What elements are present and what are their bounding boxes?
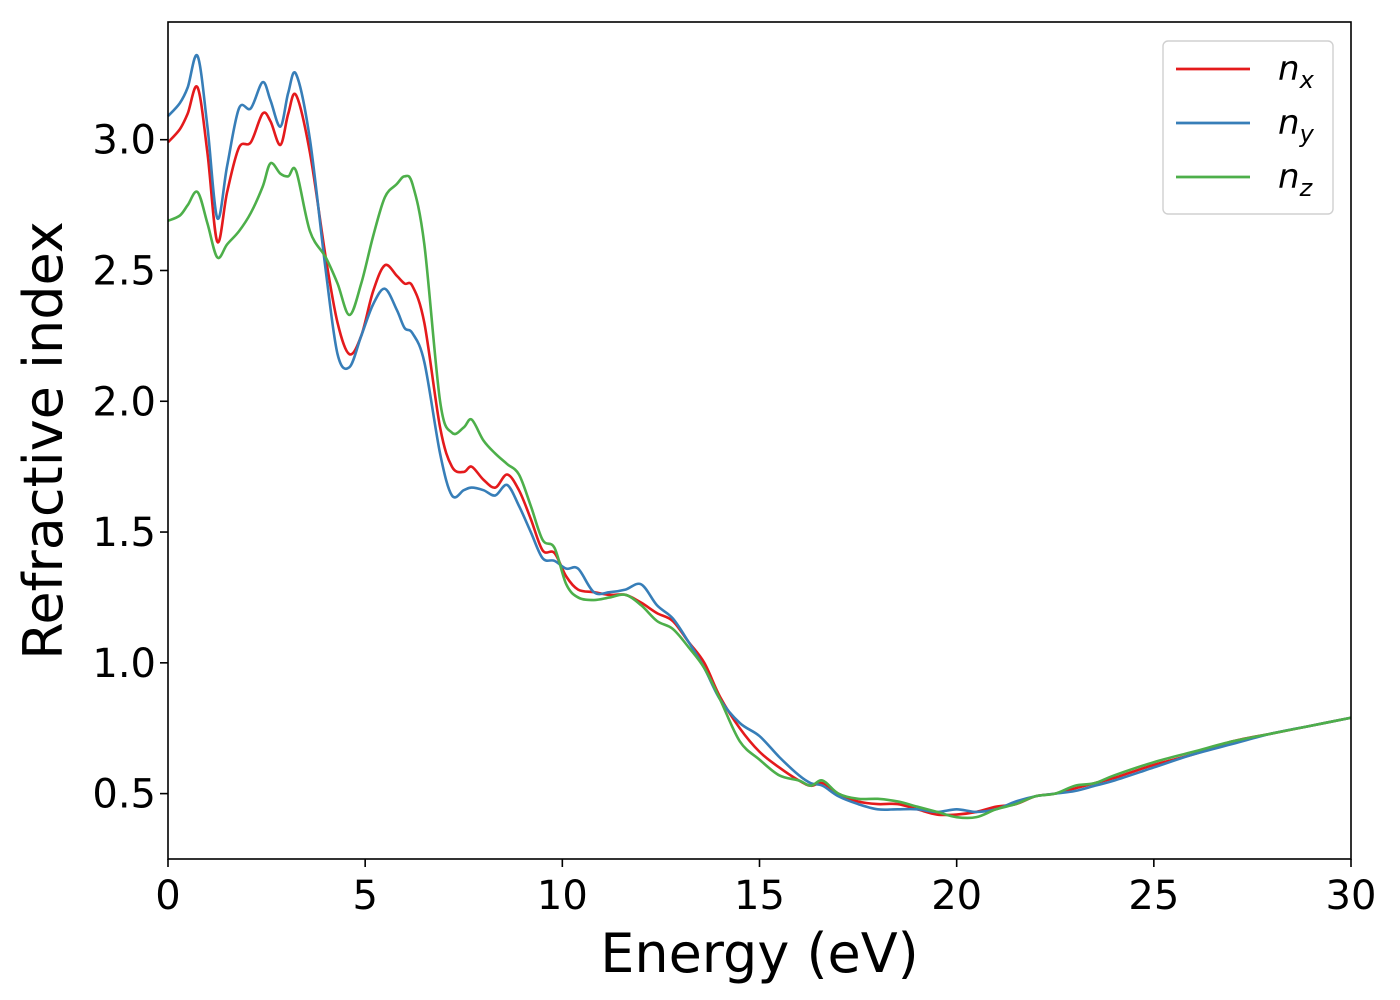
- legend-label-z: nz: [1278, 157, 1314, 202]
- x-tick-label: 10: [537, 873, 588, 919]
- legend-box: [1162, 40, 1334, 215]
- y-axis-title: Refractive index: [12, 221, 75, 660]
- x-tick-label: 5: [352, 873, 377, 919]
- x-tick-label: 0: [155, 873, 180, 919]
- legend-label-y: ny: [1278, 103, 1315, 148]
- y-axis: 0.5 1.0 1.5 2.0 2.5 3.0: [92, 118, 168, 818]
- x-tick-label: 25: [1128, 873, 1179, 919]
- legend-label-x: nx: [1278, 49, 1315, 94]
- y-tick-label: 0.5: [92, 772, 156, 818]
- y-tick-label: 3.0: [92, 118, 156, 164]
- x-tick-label: 15: [734, 873, 785, 919]
- x-axis: 0 5 10 15 20 25 30: [155, 859, 1376, 919]
- series-line-z: [167, 161, 1352, 820]
- y-tick-label: 1.5: [92, 510, 156, 556]
- plot-area: [168, 22, 1351, 859]
- x-tick-label: 20: [931, 873, 982, 919]
- y-tick-label: 2.0: [92, 379, 156, 425]
- series-line-x: [167, 85, 1352, 817]
- y-tick-label: 1.0: [92, 641, 156, 687]
- legend: nx ny nz: [1162, 40, 1334, 215]
- x-tick-label: 30: [1326, 873, 1377, 919]
- series-layer: [167, 53, 1352, 820]
- x-axis-title: Energy (eV): [600, 922, 919, 985]
- y-tick-label: 2.5: [92, 248, 156, 294]
